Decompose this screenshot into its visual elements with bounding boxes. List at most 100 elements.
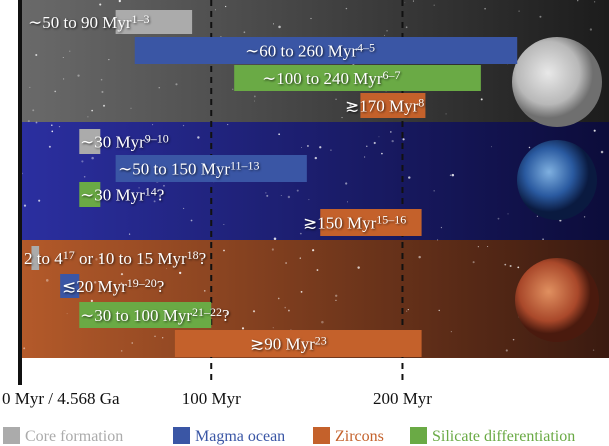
reference: 1–3 — [132, 12, 150, 26]
star — [300, 290, 303, 293]
range-bar — [79, 129, 101, 154]
star — [225, 312, 228, 315]
legend-swatch — [410, 427, 427, 444]
label-text: ∼30 Myr — [80, 133, 145, 152]
star — [118, 0, 121, 3]
star — [589, 28, 593, 31]
star — [48, 145, 51, 148]
range-bar — [79, 302, 212, 328]
reference: 14 — [145, 185, 157, 199]
x-tick-label: 0 Myr / 4.568 Ga — [2, 389, 120, 408]
bar-label: ≳170 Myr8 — [345, 96, 424, 116]
star — [345, 182, 348, 185]
star — [99, 3, 102, 6]
label-text: ∼60 to 260 Myr — [245, 42, 357, 61]
star — [165, 268, 167, 270]
label-text: ? — [157, 277, 165, 296]
star — [77, 74, 80, 77]
star — [91, 156, 94, 160]
star — [437, 239, 439, 241]
star — [386, 29, 388, 32]
star — [319, 146, 322, 149]
bar-label: ≳150 Myr15–16 — [303, 213, 406, 233]
star — [66, 313, 68, 315]
star — [103, 104, 106, 107]
star — [308, 199, 310, 201]
star — [321, 320, 324, 324]
star — [284, 306, 286, 309]
star — [152, 124, 154, 126]
bar-label: ∼30 Myr14? — [80, 185, 164, 205]
star — [51, 124, 53, 126]
mars-image — [515, 258, 599, 342]
range-bar — [320, 209, 422, 236]
star — [412, 0, 415, 2]
star — [27, 120, 30, 123]
star — [241, 327, 245, 330]
reference: 8 — [418, 96, 424, 110]
legend: Core formation Magma ocean Zircons Silicate… — [3, 427, 575, 445]
star — [138, 187, 140, 189]
range-bar — [31, 246, 40, 270]
star — [120, 282, 123, 285]
star — [600, 150, 604, 154]
star — [314, 156, 317, 160]
star — [592, 349, 595, 351]
star — [23, 347, 26, 350]
star — [223, 223, 225, 225]
star — [266, 194, 269, 197]
star — [335, 299, 337, 301]
star — [347, 201, 349, 203]
star — [472, 261, 475, 264]
star — [93, 281, 97, 284]
star — [23, 204, 27, 207]
star — [509, 264, 512, 268]
backgrounds — [20, 0, 609, 358]
star — [280, 195, 282, 197]
star — [197, 136, 200, 139]
bar-label: ≲20 Myr19–20? — [62, 276, 164, 296]
legend-label: Zircons — [335, 428, 384, 445]
star — [62, 56, 64, 58]
star — [487, 246, 489, 248]
legend-swatch — [3, 427, 20, 444]
star — [203, 290, 206, 292]
star — [484, 7, 486, 10]
range-bar — [60, 274, 80, 298]
star — [223, 249, 225, 252]
star — [128, 233, 131, 235]
star — [120, 350, 123, 352]
star — [69, 50, 71, 52]
label-text: ? — [157, 186, 165, 205]
star — [265, 192, 267, 194]
star — [178, 271, 182, 275]
star — [330, 149, 332, 151]
legend-swatch — [313, 427, 330, 444]
star — [254, 100, 255, 102]
star — [296, 189, 299, 192]
earth-image — [517, 140, 597, 220]
star — [433, 190, 435, 192]
star — [190, 219, 193, 222]
label-text: ∼50 to 150 Myr — [118, 160, 230, 179]
star — [517, 266, 520, 269]
star — [364, 156, 366, 158]
bar-label: ∼50 to 90 Myr1–3 — [28, 12, 150, 32]
label-text: ? — [199, 249, 207, 268]
star — [383, 34, 385, 36]
legend-label: Silicate differentiation — [432, 428, 575, 445]
star — [158, 86, 160, 89]
legend-label: Core formation — [25, 428, 123, 445]
star — [381, 152, 383, 155]
star — [312, 249, 315, 252]
star — [35, 121, 38, 124]
x-tick-label: 100 Myr — [182, 389, 241, 408]
star — [341, 117, 343, 119]
star — [310, 17, 312, 20]
star — [445, 113, 447, 115]
ticks: 0 Myr / 4.568 Ga 100 Myr 200 Myr — [2, 389, 432, 408]
star — [583, 216, 586, 218]
star — [278, 25, 281, 29]
star — [433, 4, 435, 6]
range-bar — [360, 93, 426, 118]
